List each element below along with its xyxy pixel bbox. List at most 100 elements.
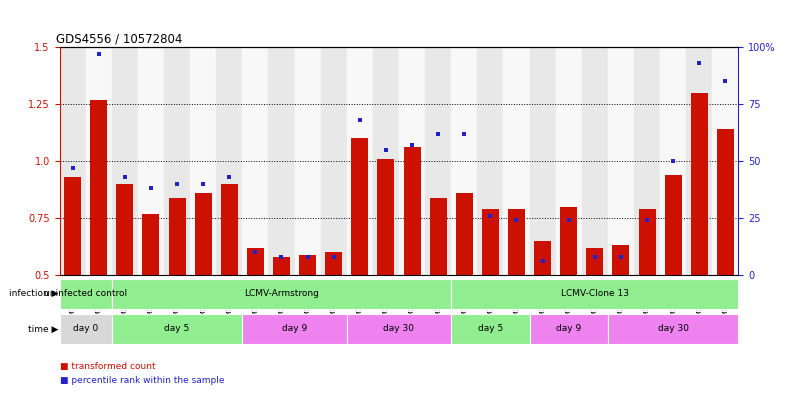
Bar xyxy=(268,47,295,275)
Text: ■ percentile rank within the sample: ■ percentile rank within the sample xyxy=(60,376,224,385)
Bar xyxy=(430,198,447,275)
Bar xyxy=(612,246,630,275)
Text: day 9: day 9 xyxy=(556,324,581,333)
Bar xyxy=(712,47,738,275)
Bar xyxy=(691,93,707,275)
Bar xyxy=(482,209,499,275)
Bar xyxy=(582,47,608,275)
Point xyxy=(380,147,392,153)
Bar xyxy=(556,47,582,275)
Point xyxy=(693,60,706,66)
Point xyxy=(510,217,522,224)
Text: LCMV-Clone 13: LCMV-Clone 13 xyxy=(561,288,629,298)
Text: day 5: day 5 xyxy=(164,324,190,333)
Point xyxy=(719,78,732,84)
Point xyxy=(484,213,497,219)
Bar xyxy=(326,252,342,275)
Bar xyxy=(377,159,395,275)
Bar xyxy=(142,213,160,275)
Bar xyxy=(347,314,451,344)
Bar xyxy=(586,248,603,275)
Text: day 30: day 30 xyxy=(657,324,688,333)
Point xyxy=(458,130,471,137)
Bar xyxy=(164,47,190,275)
Point xyxy=(66,165,79,171)
Bar xyxy=(195,193,212,275)
Bar xyxy=(634,47,660,275)
Bar xyxy=(425,47,451,275)
Bar xyxy=(247,248,264,275)
Point xyxy=(145,185,157,192)
Text: uninfected control: uninfected control xyxy=(44,288,127,298)
Bar xyxy=(168,198,186,275)
Bar xyxy=(608,47,634,275)
Bar xyxy=(451,314,530,344)
Bar xyxy=(86,47,112,275)
Bar xyxy=(534,241,551,275)
Bar xyxy=(530,47,556,275)
Bar xyxy=(64,177,81,275)
Bar xyxy=(530,314,608,344)
Bar xyxy=(321,47,347,275)
Point xyxy=(406,142,418,148)
Bar xyxy=(91,99,107,275)
Bar xyxy=(112,47,138,275)
Bar xyxy=(477,47,503,275)
Bar xyxy=(373,47,399,275)
Text: infection ▶: infection ▶ xyxy=(9,289,58,298)
Point xyxy=(249,249,262,255)
Point xyxy=(353,117,366,123)
Point xyxy=(301,254,314,260)
Bar xyxy=(117,184,133,275)
Text: time ▶: time ▶ xyxy=(28,325,58,334)
Bar xyxy=(216,47,242,275)
Bar xyxy=(456,193,472,275)
Bar xyxy=(112,314,242,344)
Point xyxy=(536,258,549,264)
Bar xyxy=(242,314,347,344)
Bar xyxy=(660,47,686,275)
Point xyxy=(92,51,105,57)
Bar xyxy=(60,279,112,309)
Point xyxy=(615,254,627,260)
Point xyxy=(118,174,131,180)
Bar xyxy=(60,47,86,275)
Bar xyxy=(112,279,451,309)
Bar xyxy=(399,47,425,275)
Bar xyxy=(138,47,164,275)
Text: day 5: day 5 xyxy=(478,324,503,333)
Point xyxy=(667,158,680,164)
Bar xyxy=(451,279,738,309)
Point xyxy=(197,181,210,187)
Bar xyxy=(273,257,290,275)
Point xyxy=(588,254,601,260)
Text: GDS4556 / 10572804: GDS4556 / 10572804 xyxy=(56,33,183,46)
Bar xyxy=(451,47,477,275)
Bar xyxy=(403,147,421,275)
Bar xyxy=(503,47,530,275)
Bar xyxy=(347,47,373,275)
Text: LCMV-Armstrong: LCMV-Armstrong xyxy=(244,288,319,298)
Bar xyxy=(351,138,368,275)
Bar xyxy=(242,47,268,275)
Bar xyxy=(508,209,525,275)
Bar xyxy=(60,314,112,344)
Bar xyxy=(638,209,656,275)
Point xyxy=(327,254,340,260)
Point xyxy=(223,174,236,180)
Text: day 30: day 30 xyxy=(384,324,414,333)
Point xyxy=(641,217,653,224)
Text: day 9: day 9 xyxy=(282,324,307,333)
Text: day 0: day 0 xyxy=(73,324,98,333)
Point xyxy=(171,181,183,187)
Bar xyxy=(190,47,216,275)
Bar xyxy=(561,207,577,275)
Bar xyxy=(665,175,681,275)
Bar xyxy=(299,255,316,275)
Bar xyxy=(295,47,321,275)
Bar xyxy=(608,314,738,344)
Text: ■ transformed count: ■ transformed count xyxy=(60,362,155,371)
Point xyxy=(432,130,445,137)
Bar xyxy=(221,184,237,275)
Bar xyxy=(717,129,734,275)
